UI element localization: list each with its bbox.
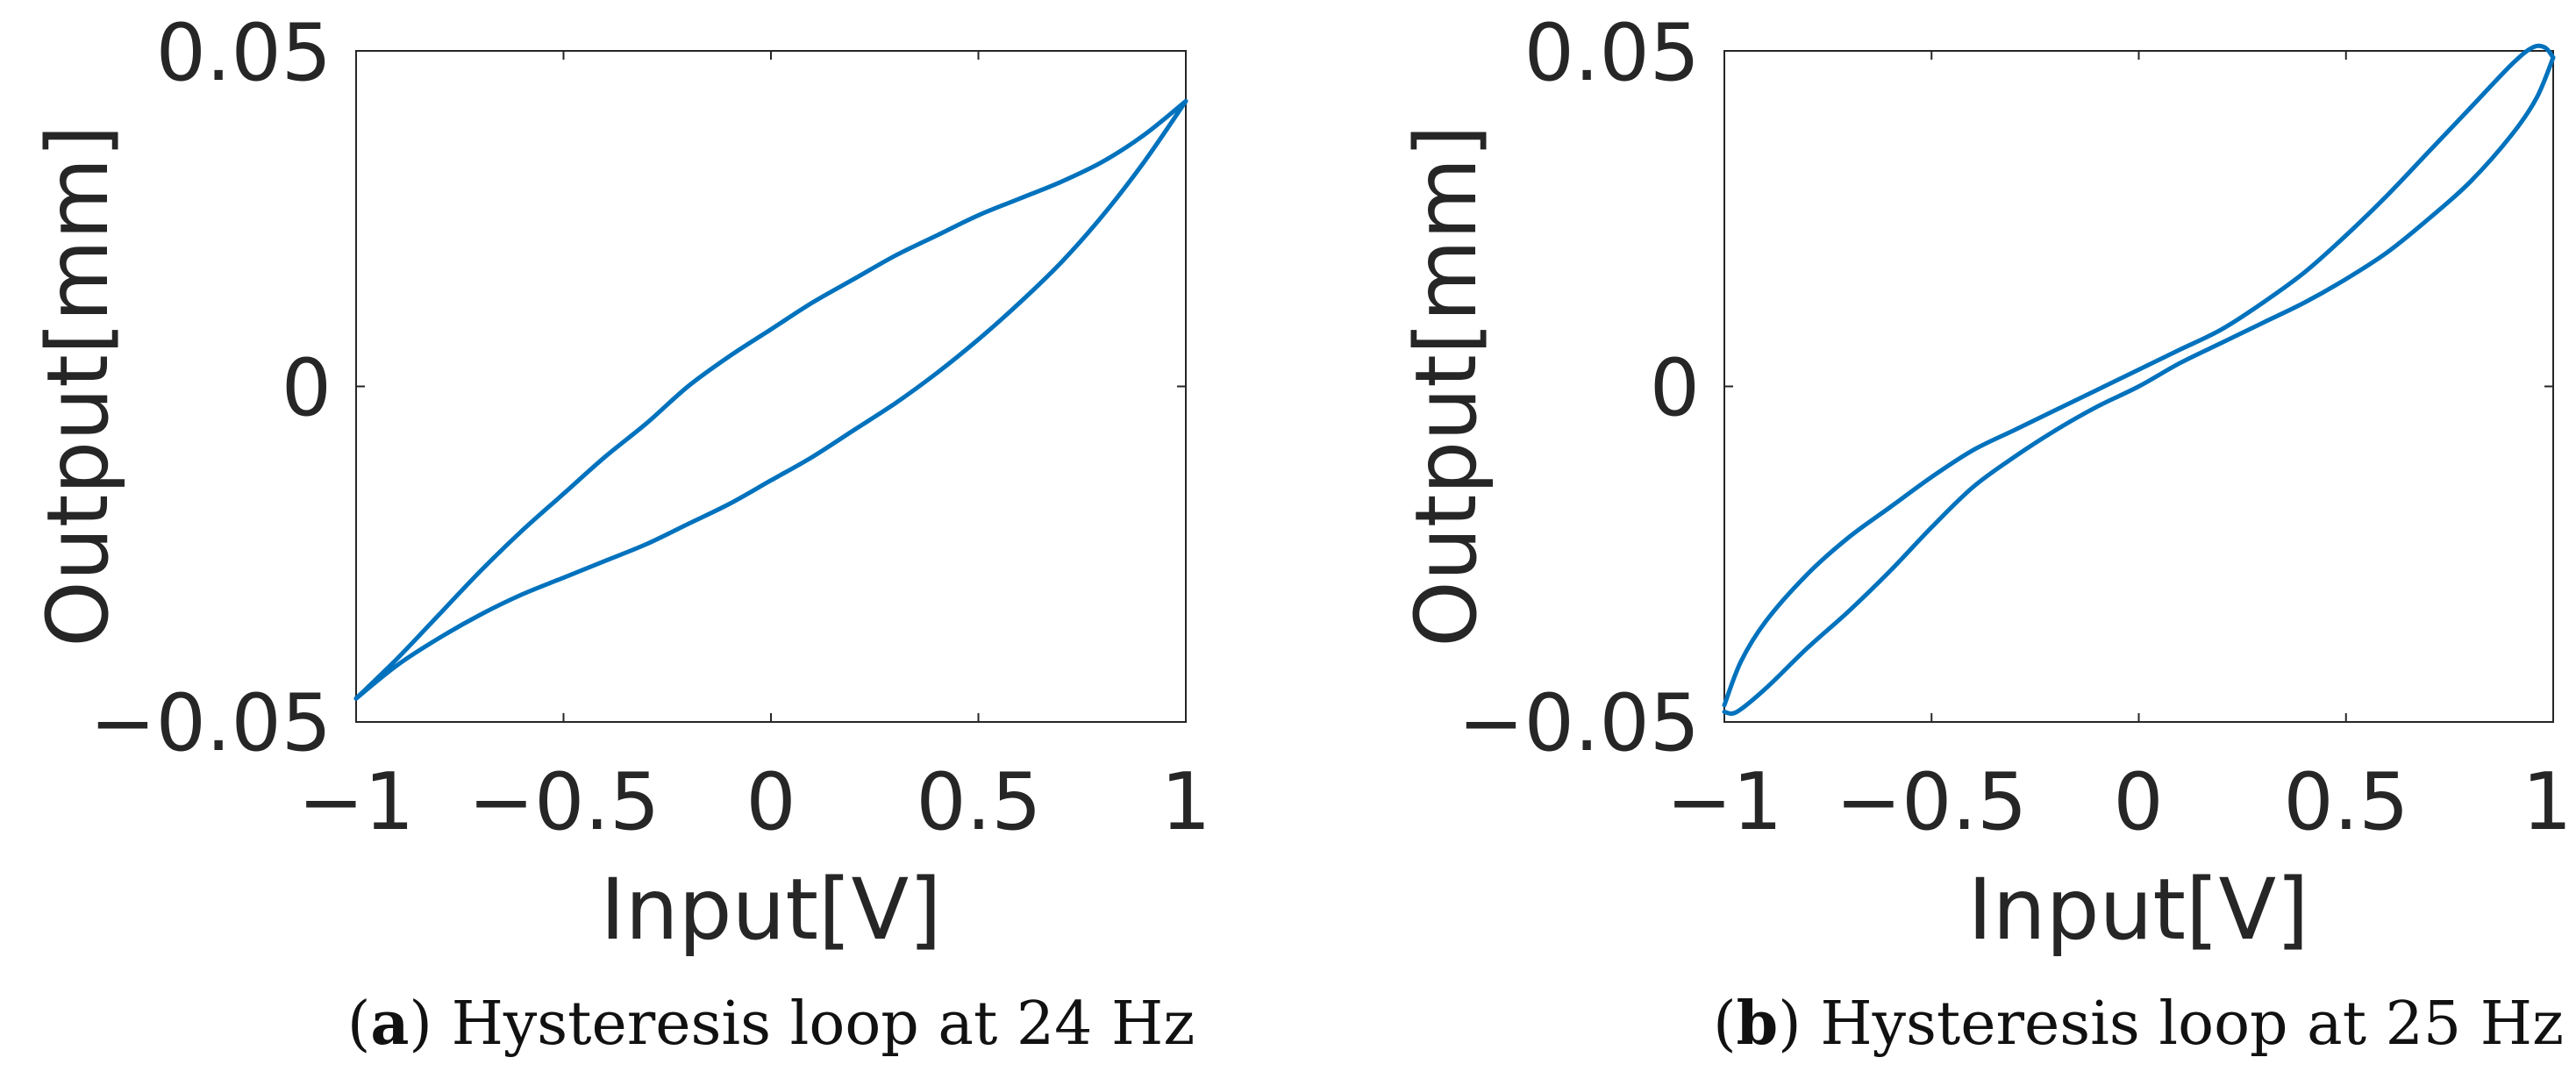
x-tick-label: 0 (2113, 756, 2163, 848)
y-tick-label: −0.05 (89, 677, 332, 769)
x-tick-label: −0.5 (468, 756, 660, 848)
panel-b: −1 −0.5 0 0.5 1 −0.05 0 0.05 Input[V] Ou… (1397, 7, 2572, 1059)
caption-text-b: Hysteresis loop at 25 Hz (1820, 990, 2564, 1059)
caption-text-a: Hysteresis loop at 24 Hz (452, 990, 1195, 1059)
y-tick-label: 0 (282, 342, 332, 434)
series-line-branch-2 (1722, 43, 2556, 708)
x-axis-label: Input[V] (1967, 861, 2308, 959)
x-tick-label: 0.5 (2283, 756, 2408, 848)
plot-area-a (355, 50, 1187, 723)
x-tick-label: −0.5 (1836, 756, 2028, 848)
x-axis-label: Input[V] (600, 861, 941, 959)
y-tick-label: 0.05 (1524, 7, 1700, 99)
caption-a: (a) Hysteresis loop at 24 Hz (347, 989, 1195, 1059)
panel-a: −1 −0.5 0 0.5 1 −0.05 0 0.05 Input[V] Ou… (29, 7, 1211, 1059)
x-tick-label: −1 (298, 756, 415, 848)
y-axis-label: Output[mm] (1397, 125, 1495, 647)
series-line-branch-1 (353, 98, 1188, 701)
x-tick-label: 1 (1160, 756, 1210, 848)
ticks-b (1723, 50, 2554, 723)
y-axis-label: Output[mm] (29, 125, 127, 647)
x-tick-label: 0.5 (916, 756, 1041, 848)
marks-a (353, 98, 1188, 701)
y-tick-label: 0.05 (156, 7, 332, 99)
x-tick-label: 1 (2522, 756, 2572, 848)
x-tick-label: 0 (746, 756, 796, 848)
caption-letter-a: a (370, 989, 409, 1059)
marks-b (1722, 43, 2556, 716)
x-tick-label: −1 (1666, 756, 1783, 848)
caption-letter-b: b (1737, 989, 1779, 1059)
ticks-a (355, 50, 1187, 723)
series-line-branch-2 (353, 98, 1188, 701)
y-tick-label: −0.05 (1458, 677, 1700, 769)
caption-b: (b) Hysteresis loop at 25 Hz (1713, 989, 2564, 1059)
series-line-branch-1 (1722, 55, 2556, 716)
y-tick-label: 0 (1650, 342, 1700, 434)
